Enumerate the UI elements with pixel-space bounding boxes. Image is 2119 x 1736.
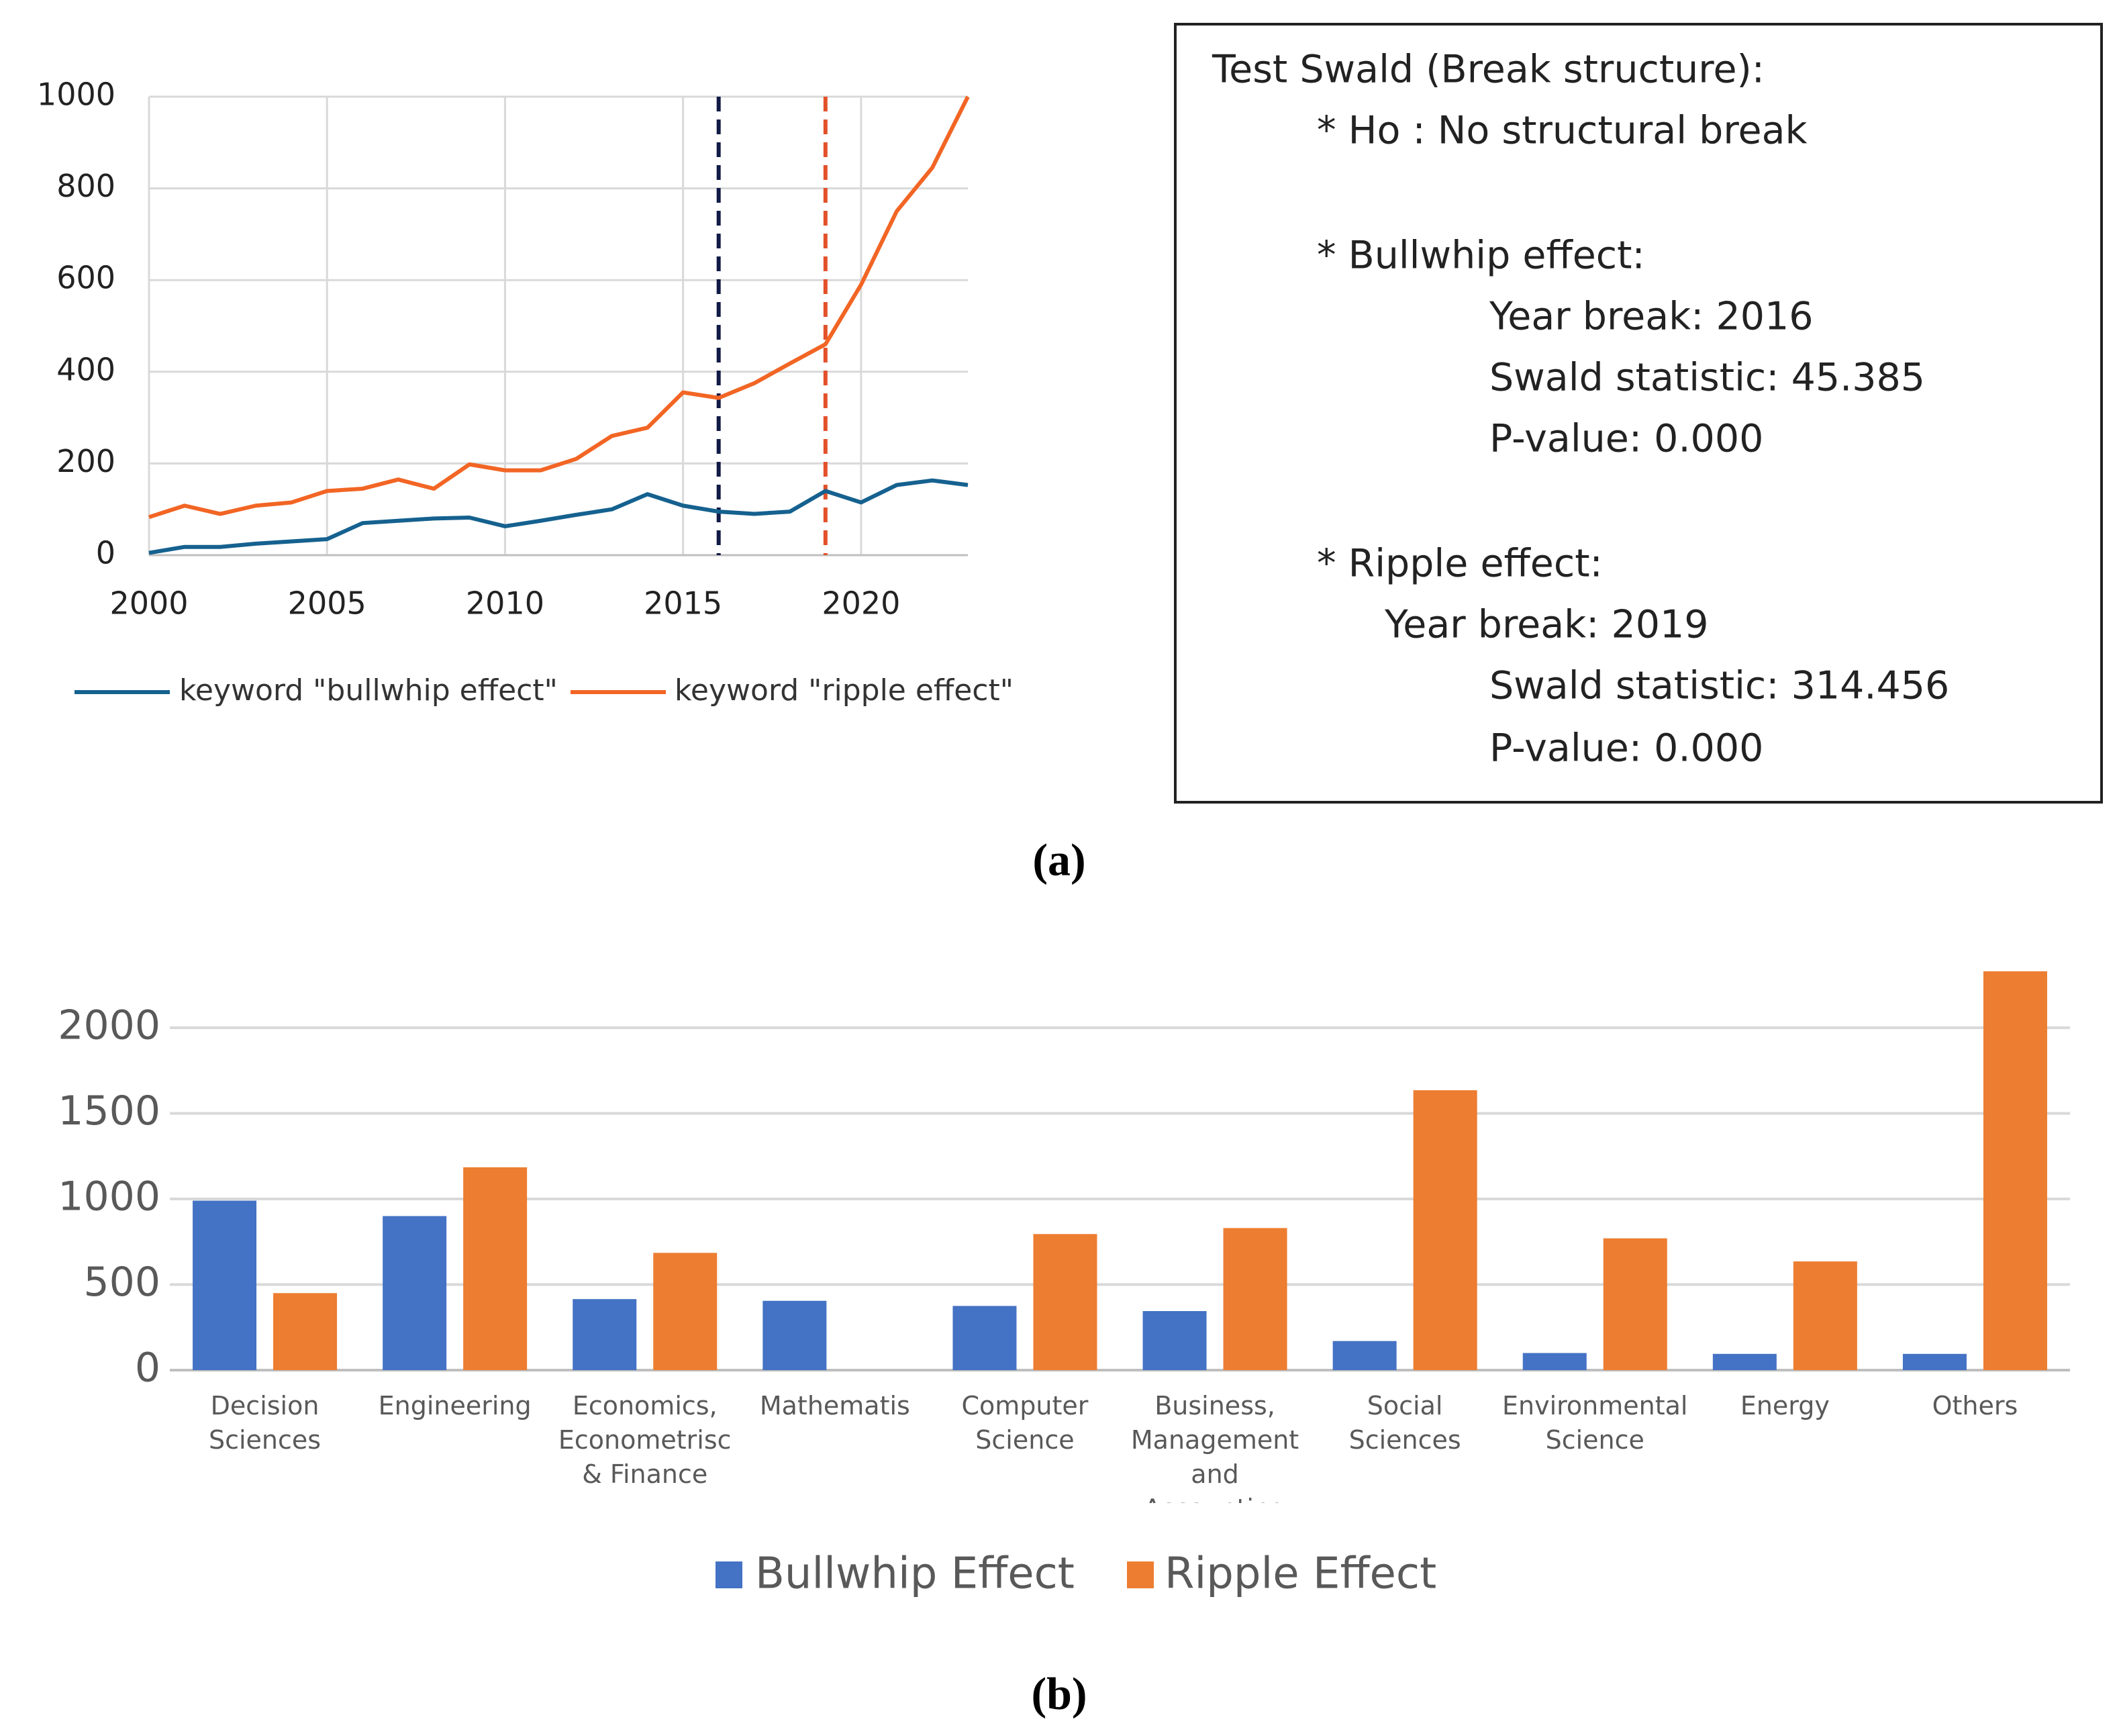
bar (273, 1293, 338, 1370)
bar (1712, 1353, 1777, 1370)
x-tick-label: Social Sciences (1348, 1391, 1461, 1455)
x-tick-label: Others (1932, 1391, 2018, 1420)
x-tick-label: Decision Sciences (208, 1391, 322, 1455)
bar (1902, 1353, 1967, 1370)
bar (653, 1253, 718, 1370)
legend-swatch (1127, 1561, 1154, 1588)
bar (1142, 1311, 1207, 1370)
x-tick-label-box: Business, Management and Accounting (1130, 1391, 1299, 1503)
y-tick-label: 1000 (37, 77, 115, 113)
x-tick-label-box: Others (1932, 1391, 2018, 1420)
y-tick-label: 0 (96, 535, 115, 571)
legend-label: Bullwhip Effect (755, 1549, 1075, 1599)
bar (1332, 1341, 1397, 1370)
text-box-line: P-value: 0.000 (1489, 417, 1763, 461)
legend-label: Ripple Effect (1165, 1549, 1436, 1599)
caption: (b) (1031, 1668, 1087, 1719)
bar (1793, 1261, 1857, 1370)
x-tick-label-box: Environmental Science (1501, 1391, 1688, 1455)
bar (952, 1306, 1017, 1370)
y-tick-label: 500 (83, 1259, 160, 1306)
x-tick-label: 2020 (822, 585, 900, 622)
x-tick-label-box: Engineering (378, 1391, 532, 1420)
caption: (a) (1032, 834, 1085, 885)
y-tick-label: 800 (56, 168, 115, 204)
legend-label: keyword "ripple effect" (675, 673, 1014, 708)
line-series (148, 95, 970, 520)
text-box-line: Swald statistic: 45.385 (1489, 356, 1925, 400)
legend-swatch (716, 1561, 742, 1588)
text-box-line: Year break: 2016 (1489, 295, 1814, 339)
bar (1983, 971, 2047, 1370)
bar (762, 1300, 827, 1370)
y-tick-label: 0 (135, 1345, 160, 1392)
x-tick-label: 2000 (109, 585, 188, 622)
text-box-line: * Bullwhip effect: (1317, 234, 1645, 278)
x-tick-label: Computer Science (961, 1391, 1089, 1455)
x-tick-label: Mathematis (759, 1391, 910, 1420)
text-box (1174, 23, 2103, 804)
bar (1033, 1234, 1097, 1370)
x-tick-label: 2005 (288, 585, 366, 622)
y-tick-label: 1500 (58, 1088, 160, 1135)
x-tick-label-box: Decision Sciences (208, 1391, 322, 1455)
y-tick-label: 1000 (58, 1173, 160, 1220)
line-series (148, 478, 969, 555)
bar (383, 1216, 447, 1370)
x-tick-label-box: Computer Science (961, 1391, 1089, 1455)
text-box-line: * Ripple effect: (1317, 542, 1603, 586)
bar (1522, 1353, 1587, 1370)
bar (463, 1167, 528, 1370)
x-tick-label: 2010 (466, 585, 544, 622)
text-box-line: * Ho : No structural break (1317, 109, 1808, 153)
y-tick-label: 600 (56, 260, 115, 296)
legend-label: keyword "bullwhip effect" (179, 673, 558, 708)
text-box-line: P-value: 0.000 (1489, 726, 1763, 771)
x-tick-label: Energy (1740, 1391, 1830, 1420)
x-tick-label-box: Mathematis (759, 1391, 910, 1420)
x-tick-label: 2015 (644, 585, 722, 622)
x-tick-label-box: Energy (1740, 1391, 1830, 1420)
bar (1603, 1238, 1667, 1370)
text-box-line: Swald statistic: 314.456 (1489, 664, 1949, 708)
bar (573, 1299, 637, 1370)
y-tick-label: 400 (56, 351, 115, 387)
y-tick-label: 2000 (58, 1002, 160, 1049)
y-tick-label: 200 (56, 443, 115, 479)
x-tick-label: Business, Management and Accounting (1130, 1391, 1299, 1503)
bar (193, 1200, 257, 1370)
bar (1223, 1228, 1287, 1370)
bar (1413, 1090, 1477, 1370)
text-box-title: Test Swald (Break structure): (1212, 48, 1765, 92)
text-box-line: Year break: 2019 (1384, 603, 1709, 647)
x-tick-label: Environmental Science (1501, 1391, 1688, 1455)
x-tick-label: Economics, Econometrisc & Finance (558, 1391, 732, 1489)
x-tick-label-box: Social Sciences (1348, 1391, 1461, 1455)
x-tick-label: Engineering (378, 1391, 532, 1420)
x-tick-label-box: Economics, Econometrisc & Finance (558, 1391, 732, 1489)
